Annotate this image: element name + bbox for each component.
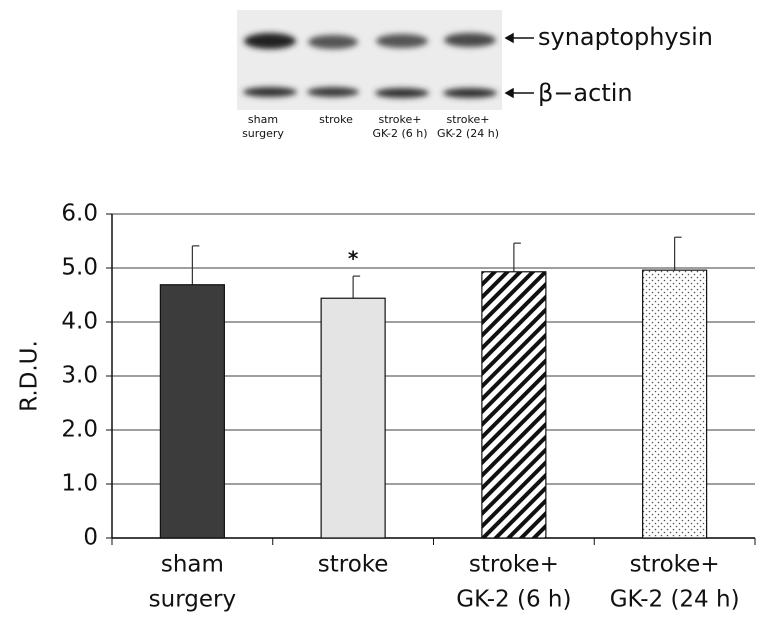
y-tick-label: 1.0 <box>61 471 98 497</box>
x-tick-label: GK-2 (6 h) <box>456 587 571 613</box>
y-tick-label: 6.0 <box>61 201 98 227</box>
annotation: * <box>348 247 359 271</box>
bar <box>642 269 708 539</box>
x-tick-label: GK-2 (24 h) <box>610 587 740 613</box>
blot-image <box>237 10 502 110</box>
x-tick-label: stroke+ <box>630 552 720 578</box>
x-tick-label: stroke <box>318 552 389 578</box>
bar <box>481 271 547 539</box>
band-label: synaptophysin <box>538 23 713 51</box>
band-label: β−actin <box>538 79 633 107</box>
bar <box>320 297 386 539</box>
y-axis-label: R.D.U. <box>17 340 43 412</box>
blot-bands <box>243 33 497 98</box>
blot-arrows <box>504 32 534 99</box>
y-tick-label: 0 <box>83 525 98 551</box>
x-tick-label: surgery <box>149 587 236 613</box>
lane-label: stroke <box>319 113 353 126</box>
lane-label: stroke+ <box>446 113 489 126</box>
y-tick-label: 3.0 <box>61 363 98 389</box>
x-tick-label: stroke+ <box>469 552 559 578</box>
lane-label: GK-2 (6 h) <box>372 127 427 140</box>
lane-label: GK-2 (24 h) <box>437 127 499 140</box>
lane-label: surgery <box>242 127 284 140</box>
x-tick-label: sham <box>161 552 224 578</box>
lane-label: stroke+ <box>378 113 421 126</box>
lane-label: sham <box>248 113 278 126</box>
y-tick-label: 5.0 <box>61 255 98 281</box>
y-tick-label: 2.0 <box>61 417 98 443</box>
y-tick-label: 4.0 <box>61 309 98 335</box>
bar <box>159 284 225 539</box>
